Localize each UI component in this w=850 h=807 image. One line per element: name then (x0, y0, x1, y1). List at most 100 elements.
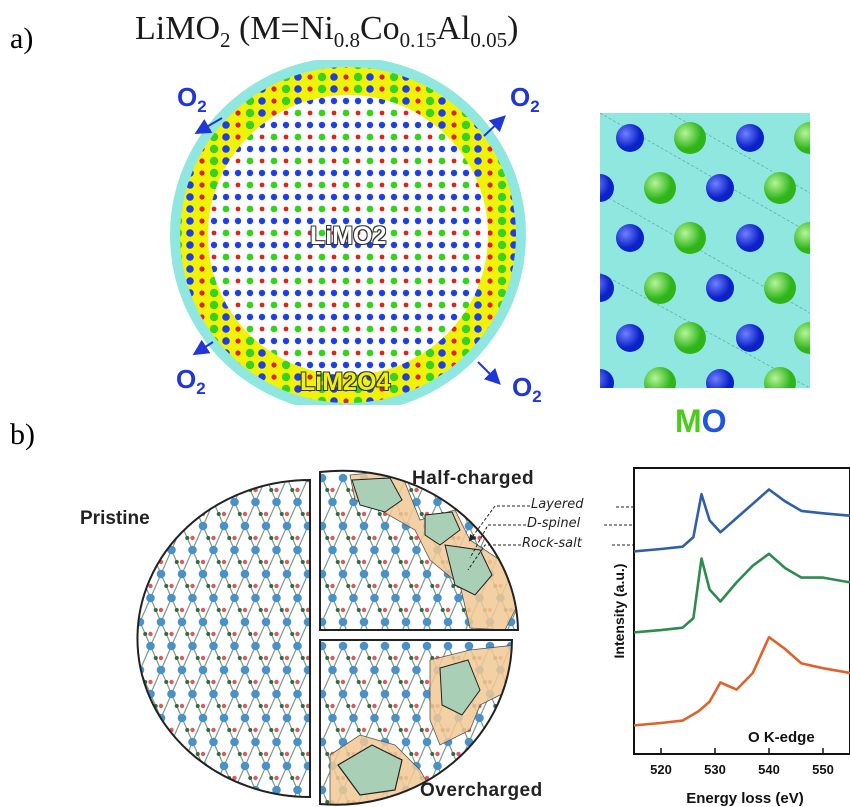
metal-atom (764, 367, 796, 388)
shell-atom (245, 67, 255, 70)
lithium-atom (451, 632, 455, 636)
formula-title: LiMO2 (M=Ni0.8Co0.15Al0.05) (135, 10, 519, 52)
transition-metal-atom (282, 521, 292, 531)
lithium-atom (388, 656, 393, 660)
shell-atom (451, 110, 457, 116)
shell-atom (222, 157, 230, 165)
core-atom (331, 182, 337, 188)
core-atom (294, 289, 302, 297)
transition-metal-atom (219, 569, 229, 579)
x-tick-label: 520 (650, 762, 672, 777)
core-atom (390, 349, 398, 357)
oxygen-atom (477, 751, 482, 757)
lithium-atom (164, 632, 169, 636)
oxygen-atom (435, 751, 440, 757)
lithium-atom (185, 680, 190, 684)
core-atom (318, 349, 326, 357)
lithium-atom (185, 728, 190, 732)
core-atom (246, 181, 254, 189)
pristine-label: Pristine (78, 508, 152, 530)
transition-metal-atom (338, 737, 348, 747)
shell-atom (474, 67, 482, 69)
core-atom (283, 326, 289, 332)
oxygen-atom (487, 511, 493, 517)
core-atom (379, 182, 385, 188)
lithium-atom (216, 704, 221, 708)
oxygen-atom (211, 775, 216, 781)
oxygen-atom (200, 559, 206, 565)
core-atom (414, 133, 422, 141)
lithium-atom (195, 560, 200, 564)
lithium-atom (388, 536, 393, 540)
oxygen-atom (340, 679, 346, 685)
transition-metal-atom (156, 761, 166, 771)
lithium-atom (388, 584, 393, 588)
core-atom (402, 169, 410, 177)
core-atom (366, 121, 374, 129)
core-atom (426, 265, 434, 273)
shell-atom (281, 96, 291, 106)
lithium-atom (311, 488, 315, 492)
lithium-atom (409, 536, 414, 540)
shell-atom (451, 350, 457, 356)
transition-metal-atom (240, 569, 250, 579)
core-atom (294, 253, 302, 261)
core-atom (270, 205, 278, 213)
shell-atom (474, 133, 482, 141)
o2-label-bottom-left: O2 (176, 364, 206, 399)
oxygen-atom (330, 487, 335, 493)
shell-atom (235, 110, 241, 116)
core-atom (462, 229, 470, 237)
shell-atom (353, 84, 363, 94)
lithium-atom (279, 656, 284, 660)
shell-atom (353, 384, 363, 394)
core-atom (450, 289, 458, 297)
core-atom (318, 193, 326, 201)
lithium-atom (472, 536, 477, 540)
core-atom (270, 313, 278, 321)
transition-metal-atom (380, 689, 390, 699)
core-atom (427, 326, 433, 332)
oxygen-atom (477, 632, 481, 636)
oxygen-atom (519, 656, 523, 660)
transition-metal-atom (475, 761, 484, 771)
oxygen-atom (393, 655, 398, 661)
oxygen-atom (508, 559, 514, 565)
core-atom (330, 337, 338, 345)
transition-metal-atom (517, 593, 518, 603)
shell-atom (209, 144, 219, 154)
arrow-bottom-left (192, 339, 214, 356)
lithium-atom (206, 680, 211, 684)
lithium-atom (174, 752, 179, 756)
core-atom (402, 289, 410, 297)
core-atom (378, 289, 386, 297)
core-atom (414, 241, 422, 249)
shell-atom (497, 84, 507, 94)
core-atom (318, 337, 326, 345)
lithium-atom (227, 536, 232, 540)
shell-atom (180, 72, 183, 82)
lithium-atom (185, 584, 190, 588)
transition-metal-atom (272, 689, 281, 699)
shell-atom (199, 230, 205, 236)
shell-atom (209, 324, 219, 334)
core-atom (426, 313, 434, 321)
lithium-atom (206, 536, 211, 540)
transition-metal-atom (282, 617, 292, 627)
shell-atom (245, 336, 255, 346)
lithium-atom (227, 632, 232, 636)
core-atom (282, 145, 290, 153)
core-atom (354, 193, 362, 201)
transition-metal-atom (177, 617, 187, 627)
lithium-atom (482, 512, 487, 516)
oxygen-atom (221, 559, 227, 565)
core-atom (366, 181, 374, 189)
overcharged-label: Overcharged (420, 780, 543, 801)
y-axis-label: Intensity (a.u.) (611, 564, 627, 659)
oxygen-atom (179, 703, 185, 709)
transition-metal-atom (261, 569, 271, 579)
shell-atom (199, 158, 205, 164)
oxygen-atom (498, 535, 503, 541)
transition-metal-atom (401, 689, 411, 699)
shell-atom (199, 218, 205, 224)
